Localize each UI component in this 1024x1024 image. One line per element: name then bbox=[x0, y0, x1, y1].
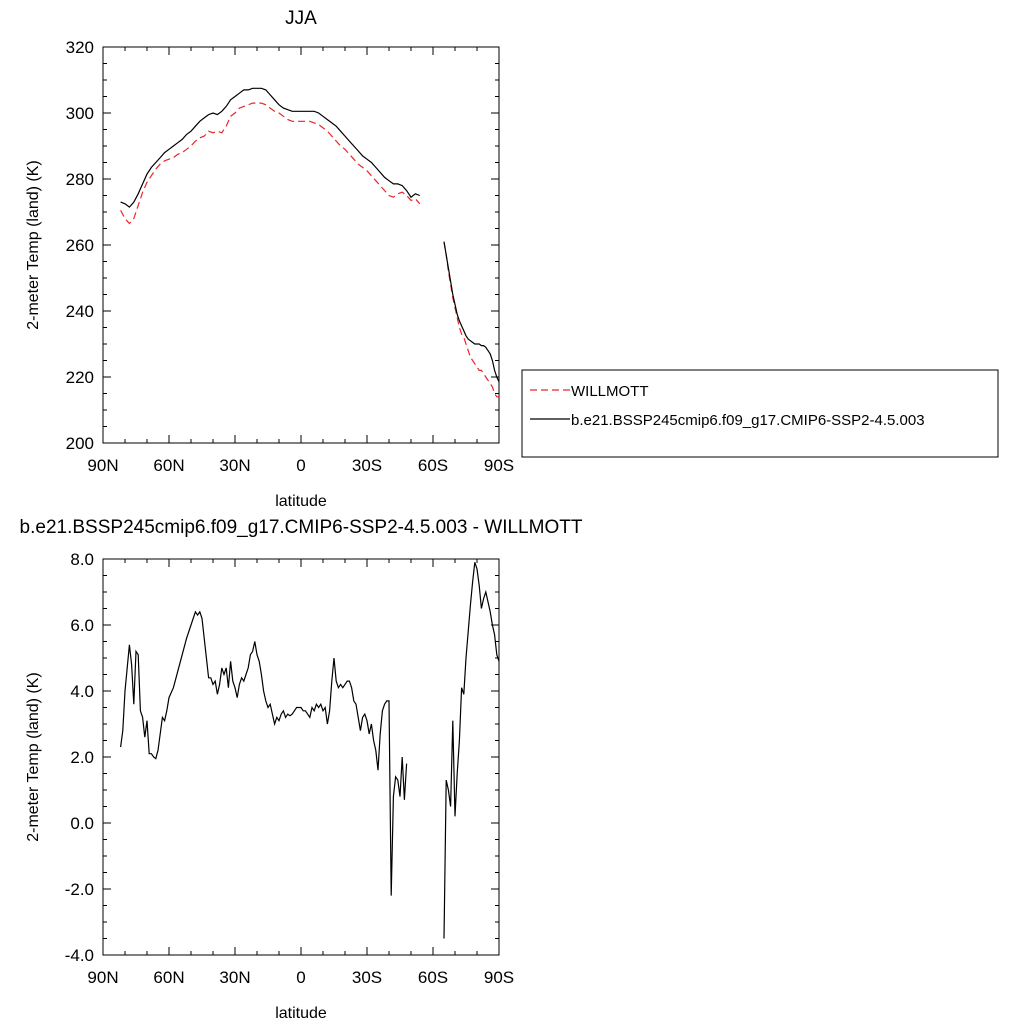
series-line bbox=[443, 241, 499, 398]
y-tick-label: 200 bbox=[66, 434, 94, 453]
chart-panel-2: b.e21.BSSP245cmip6.f09_g17.CMIP6-SSP2-4.… bbox=[20, 517, 583, 1022]
x-tick-label: 60N bbox=[153, 456, 184, 475]
series-b-e21-bssp245cmip6-f09-g17-cmip6-ssp2-4-5-003 bbox=[120, 87, 500, 383]
series-line bbox=[120, 102, 421, 225]
x-tick-label: 0 bbox=[296, 968, 305, 987]
x-tick-label: 60S bbox=[418, 456, 448, 475]
y-tick-label: 260 bbox=[66, 236, 94, 255]
x-tick-label: 30S bbox=[352, 456, 382, 475]
y-tick-label: -2.0 bbox=[65, 880, 94, 899]
x-tick-label: 90N bbox=[87, 456, 118, 475]
x-axis-label: latitude bbox=[275, 493, 327, 510]
y-tick-label: 0.0 bbox=[70, 814, 94, 833]
legend-entry: WILLMOTT bbox=[571, 383, 649, 400]
legend: WILLMOTT b.e21.BSSP245cmip6.f09_g17.CMIP6… bbox=[521, 369, 999, 458]
legend-entry: b.e21.BSSP245cmip6.f09_g17.CMIP6-SSP2-4.… bbox=[571, 412, 925, 429]
y-axis-label: 2-meter Temp (land) (K) bbox=[25, 160, 42, 330]
plot-frame bbox=[102, 46, 500, 444]
y-tick-label: 220 bbox=[66, 368, 94, 387]
y-tick-label: -4.0 bbox=[65, 946, 94, 965]
x-tick-label: 90S bbox=[484, 456, 514, 475]
y-tick-label: 8.0 bbox=[70, 550, 94, 569]
series-willmott bbox=[120, 102, 499, 398]
y-tick-label: 300 bbox=[66, 104, 94, 123]
series-line bbox=[443, 241, 500, 383]
y-axis-label: 2-meter Temp (land) (K) bbox=[25, 672, 42, 842]
x-tick-label: 90N bbox=[87, 968, 118, 987]
y-tick-label: 2.0 bbox=[70, 748, 94, 767]
chart-title: b.e21.BSSP245cmip6.f09_g17.CMIP6-SSP2-4.… bbox=[20, 517, 583, 538]
y-tick-label: 320 bbox=[66, 38, 94, 57]
x-tick-label: 30S bbox=[352, 968, 382, 987]
plot-frame bbox=[102, 558, 500, 956]
y-tick-label: 240 bbox=[66, 302, 94, 321]
x-tick-label: 60S bbox=[418, 968, 448, 987]
x-tick-label: 90S bbox=[484, 968, 514, 987]
y-tick-label: 280 bbox=[66, 170, 94, 189]
x-axis-label: latitude bbox=[275, 1005, 327, 1022]
x-tick-label: 30N bbox=[219, 456, 250, 475]
series-line bbox=[120, 87, 421, 208]
x-tick-label: 0 bbox=[296, 456, 305, 475]
x-tick-label: 60N bbox=[153, 968, 184, 987]
x-tick-label: 30N bbox=[219, 968, 250, 987]
y-tick-label: 6.0 bbox=[70, 616, 94, 635]
series-difference bbox=[120, 562, 500, 939]
legend-box bbox=[521, 369, 999, 458]
y-tick-label: 4.0 bbox=[70, 682, 94, 701]
chart-title: JJA bbox=[285, 8, 317, 29]
series-line bbox=[120, 610, 408, 896]
series-line bbox=[443, 562, 500, 939]
chart-panel-1: JJA 90N 60N 30N 0 30S 60S 90S 200 220 240 260 280 300… bbox=[25, 8, 999, 510]
